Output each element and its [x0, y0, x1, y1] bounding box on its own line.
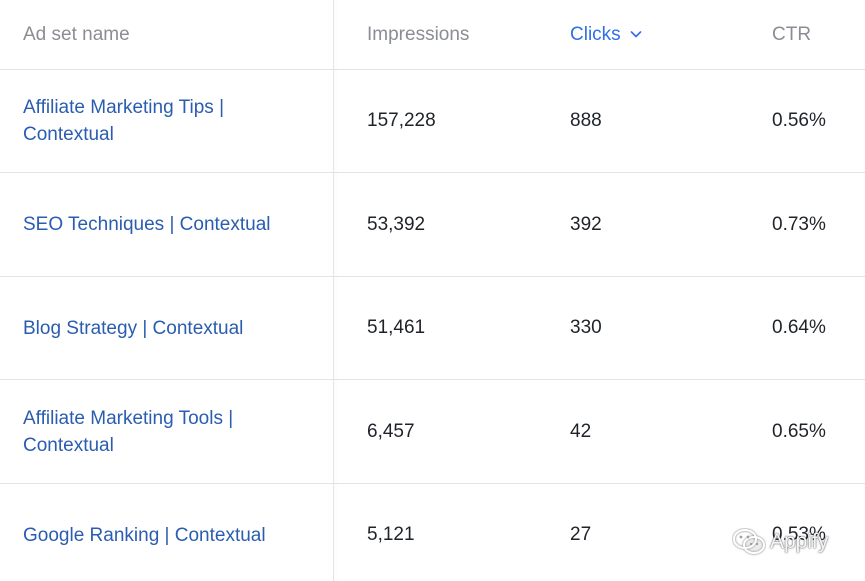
ad-set-name-link[interactable]: Google Ranking | Contextual — [23, 484, 313, 581]
ad-set-name-link[interactable]: Blog Strategy | Contextual — [23, 277, 313, 379]
ctr-cell: 0.65% — [772, 420, 826, 442]
impressions-cell: 157,228 — [367, 110, 436, 131]
table-row: Blog Strategy | Contextual 51,461 330 0.64% — [0, 277, 865, 380]
clicks-cell: 888 — [570, 110, 602, 131]
impressions-cell: 5,121 — [367, 524, 415, 545]
ad-set-name-link[interactable]: Affiliate Marketing Tools | Contextual — [23, 381, 313, 483]
ctr-cell: 0.56% — [772, 110, 826, 131]
column-header-clicks[interactable]: Clicks — [570, 0, 643, 70]
clicks-cell: 392 — [570, 213, 602, 235]
clicks-cell: 42 — [570, 420, 592, 442]
table-row: SEO Techniques | Contextual 53,392 392 0.73… — [0, 174, 865, 277]
chevron-down-icon — [630, 31, 641, 38]
ad-set-name-text: Affiliate Marketing Tips | Contextual — [23, 97, 225, 145]
header-label: Impressions — [367, 24, 470, 45]
column-header-impressions[interactable]: Impressions — [367, 0, 469, 70]
wechat-icon — [733, 529, 765, 554]
impressions-cell: 51,461 — [367, 317, 426, 338]
header-label: Ad set name — [23, 24, 130, 45]
header-label: CTR — [772, 24, 812, 45]
clicks-cell: 27 — [570, 524, 592, 545]
ctr-cell: 0.64% — [772, 317, 826, 338]
table-row: Google Ranking | Contextual 5,121 27 0.53% — [0, 484, 865, 581]
table-row: Affiliate Marketing Tips | Contextual 157… — [0, 70, 865, 173]
table-row: Affiliate Marketing Tools | Contextual 6,… — [0, 381, 865, 484]
ad-set-name-text: SEO Techniques | Contextual — [23, 214, 271, 235]
column-header-ctr[interactable]: CTR — [772, 0, 811, 70]
impressions-cell: 53,392 — [367, 213, 426, 235]
watermark-text: Appify — [770, 530, 829, 553]
ctr-cell: 0.53% — [772, 524, 826, 545]
ad-set-name-link[interactable]: Affiliate Marketing Tips | Contextual — [23, 70, 313, 172]
table-header: Ad set name Impressions Clicks CTR — [0, 0, 865, 70]
header-label: Clicks — [570, 24, 621, 45]
ad-set-name-text: Blog Strategy | Contextual — [23, 317, 244, 339]
column-header-ad-set-name[interactable]: Ad set name — [23, 0, 130, 70]
ctr-cell: 0.73% — [772, 213, 826, 235]
sticky-column-divider — [333, 0, 334, 581]
ad-set-name-text: Affiliate Marketing Tools | Contextual — [23, 407, 234, 456]
watermark: Appify — [732, 524, 828, 560]
impressions-cell: 6,457 — [367, 420, 415, 442]
clicks-cell: 330 — [570, 317, 602, 338]
ad-set-name-link[interactable]: SEO Techniques | Contextual — [23, 174, 313, 276]
ad-set-name-text: Google Ranking | Contextual — [23, 524, 266, 546]
